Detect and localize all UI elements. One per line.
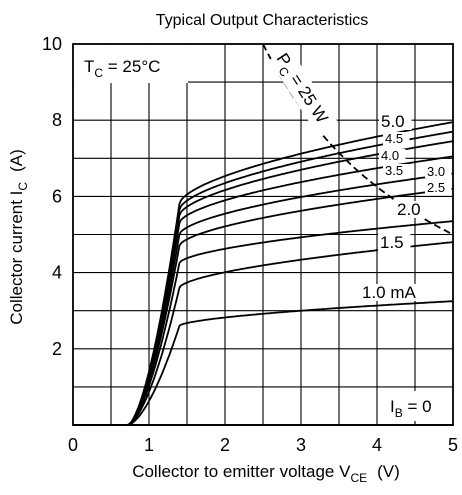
- x-tick-label: 5: [448, 435, 458, 455]
- ib-zero-box: [383, 391, 449, 421]
- y-axis-label-sub: C: [16, 182, 30, 191]
- x-tick-label: 3: [296, 435, 306, 455]
- ib-zero-main: I: [390, 397, 395, 416]
- y-tick-label: 2: [52, 339, 62, 359]
- curve-label: 3.0: [427, 164, 445, 179]
- tc-annotation-rest: = 25°C: [103, 57, 160, 76]
- curve-label-bg: [425, 181, 452, 194]
- curve-label-bg: [383, 132, 410, 145]
- x-tick-label: 2: [220, 435, 230, 455]
- y-tick-label: 10: [42, 34, 62, 54]
- curve-label: 1.0 mA: [362, 283, 417, 302]
- tc-annotation-main: T: [84, 57, 94, 76]
- y-axis-ticks: 2 4 6 8 10: [42, 34, 62, 359]
- curve-label: 2.5: [427, 180, 445, 195]
- curve-labels: 1.0 mA 1.5 2.0 2.53.0 3.54.0 4.55.0: [360, 112, 452, 302]
- x-axis-label-sub: CE: [350, 471, 367, 485]
- tc-annotation: TC = 25°C: [84, 57, 160, 80]
- ib-zero-rest: = 0: [403, 397, 432, 416]
- x-tick-label: 0: [68, 435, 78, 455]
- x-axis-label-main: Collector to emitter voltage V: [132, 462, 351, 481]
- curve-label-bg: [379, 149, 406, 162]
- y-tick-label: 6: [52, 186, 62, 206]
- curve-label: 4.5: [385, 131, 403, 146]
- curve-label: 2.0: [397, 200, 421, 219]
- curve-label-bg: [383, 164, 410, 177]
- curve-label: 5.0: [381, 112, 405, 131]
- x-axis-ticks: 0 1 2 3 4 5: [68, 435, 458, 455]
- x-tick-label: 1: [144, 435, 154, 455]
- x-axis-label-unit: (V): [377, 462, 400, 481]
- x-tick-label: 4: [372, 435, 382, 455]
- y-axis-label-main: Collector current I: [7, 191, 26, 325]
- curve-label: 1.5: [380, 233, 404, 252]
- tc-annotation-box: [74, 45, 188, 83]
- curve-label-bg: [378, 234, 411, 251]
- curve-label-bg: [395, 201, 428, 218]
- x-axis-label: Collector to emitter voltage VCE (V): [132, 462, 400, 485]
- y-axis-label-unit: (A): [7, 149, 26, 172]
- curve-label: 3.5: [385, 163, 403, 178]
- ib-curve: [73, 300, 454, 426]
- curve-label-bg: [379, 113, 412, 130]
- curve-label: 4.0: [381, 148, 399, 163]
- curve-label-bg: [425, 165, 452, 178]
- ib-zero-annotation: IB = 0: [390, 397, 432, 420]
- y-tick-label: 4: [52, 263, 62, 283]
- tc-annotation-sub: C: [94, 66, 103, 80]
- curve-label-bg: [360, 284, 421, 301]
- y-tick-label: 8: [52, 110, 62, 130]
- ib-zero-sub: B: [395, 406, 403, 420]
- pc-label-box: [269, 47, 339, 136]
- power-limit-curve: [262, 43, 454, 236]
- y-axis-label: Collector current IC (A): [7, 149, 30, 325]
- chart-title: Typical Output Characteristics: [156, 12, 369, 29]
